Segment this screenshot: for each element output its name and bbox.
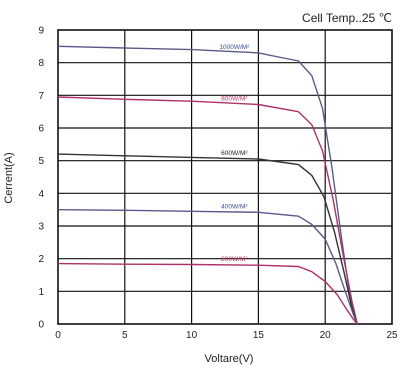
y-tick-label: 6 — [38, 124, 44, 135]
cell-temp-annotation: Cell Temp..25 ℃ — [302, 11, 392, 25]
y-tick-label: 0 — [38, 320, 44, 331]
series-label: 200W/M² — [221, 256, 248, 263]
series-line — [57, 153, 358, 325]
chart-axes: 0 5 10 15 20 25 0 1 2 3 4 5 6 7 8 9 — [38, 26, 398, 342]
series-label: 1000W/M² — [219, 44, 250, 51]
x-tick-label: 15 — [253, 330, 265, 341]
series-label: 400W/M² — [221, 203, 248, 210]
y-tick-label: 4 — [38, 189, 44, 200]
y-tick-label: 5 — [38, 156, 44, 167]
chart-series — [57, 45, 358, 325]
series-label: 800W/M² — [221, 95, 248, 102]
y-axis-title: Cerrent(A) — [3, 152, 15, 203]
y-tick-label: 3 — [38, 222, 44, 233]
x-tick-label: 0 — [55, 330, 61, 341]
x-tick-label: 5 — [122, 330, 128, 341]
chart-grid — [58, 30, 392, 324]
series-line — [57, 45, 357, 325]
series-line — [57, 262, 358, 325]
plot-frame — [57, 29, 393, 325]
x-tick-label: 25 — [386, 330, 398, 341]
x-tick-label: 20 — [320, 330, 332, 341]
y-tick-label: 1 — [38, 287, 44, 298]
chart-labels: 1000W/M² 800W/M² 600W/M² 400W/M² 200W/M² — [219, 44, 250, 263]
y-tick-label: 7 — [38, 91, 44, 102]
y-tick-label: 2 — [38, 254, 44, 265]
x-axis-title: Voltare(V) — [205, 353, 254, 365]
series-line — [57, 209, 358, 325]
y-tick-label: 8 — [38, 58, 44, 69]
x-tick-label: 10 — [186, 330, 198, 341]
series-label: 600W/M² — [221, 150, 248, 157]
y-tick-label: 9 — [38, 26, 44, 37]
series-line — [57, 96, 358, 325]
